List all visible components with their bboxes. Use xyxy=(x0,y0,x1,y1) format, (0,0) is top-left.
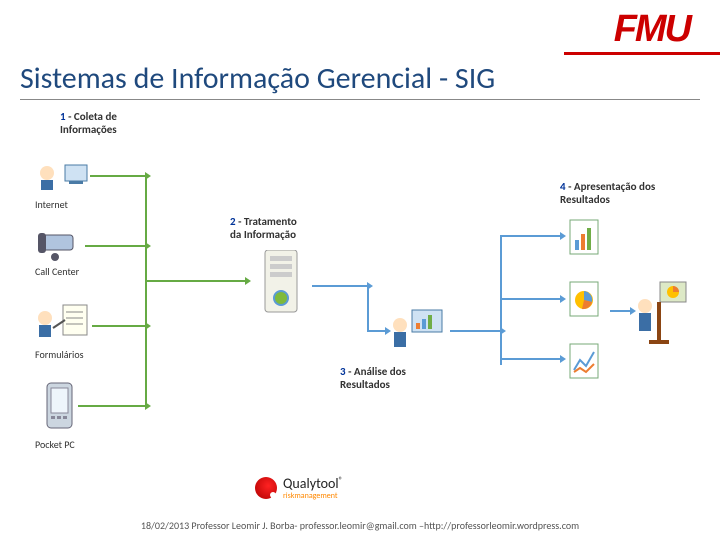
arrow-out1 xyxy=(500,235,560,237)
output-bus-line xyxy=(500,235,502,365)
arrow-to-analysis-v xyxy=(367,285,369,330)
arrow-internet xyxy=(90,175,145,177)
forms-label: Formulários xyxy=(35,348,84,361)
analysis-icon xyxy=(390,305,445,360)
step2-label: 2 - Tratamento da Informação xyxy=(230,215,297,241)
qualytool-icon xyxy=(255,477,277,499)
doc-line-icon xyxy=(568,342,602,382)
arrow-forms xyxy=(92,325,145,327)
arrow-from-analysis xyxy=(450,330,500,332)
footer-text: 18/02/2013 Professor Leomir J. Borba- pr… xyxy=(0,519,720,532)
qualytool-logo: Qualytool® riskmanagement xyxy=(255,475,343,500)
qualytool-brand: Qualytool xyxy=(283,475,339,492)
arrow-call xyxy=(85,245,145,247)
step3-label: 3 - Análise dos Resultados xyxy=(340,365,406,391)
arrow-presenter xyxy=(610,310,630,312)
doc-pie-icon xyxy=(568,280,602,320)
arrow-to-analysis-h xyxy=(312,285,367,287)
pda-label: Pocket PC xyxy=(35,438,75,451)
qualytool-tagline: riskmanagement xyxy=(283,492,343,500)
forms-icon xyxy=(35,300,90,345)
arrow-to-server xyxy=(145,280,245,282)
internet-label: Internet xyxy=(35,198,68,211)
arrow-out2 xyxy=(500,298,560,300)
callcenter-icon xyxy=(35,225,80,263)
server-icon xyxy=(255,250,310,328)
callcenter-label: Call Center xyxy=(35,265,79,278)
arrow-pda xyxy=(78,405,145,407)
presenter-icon xyxy=(635,280,690,350)
step4-label: 4 - Apresentação dos Resultados xyxy=(560,180,655,206)
arrow-out3 xyxy=(500,358,560,360)
doc-chart-icon xyxy=(568,218,602,258)
step1-label: 1 - Coleta de Informações xyxy=(60,110,117,136)
flow-diagram: 1 - Coleta de Informações 2 - Tratamento… xyxy=(20,100,700,500)
fmu-logo: FMU xyxy=(614,8,690,51)
pda-icon xyxy=(42,380,77,435)
src-bus-line xyxy=(145,175,147,405)
arrow-to-analysis-end xyxy=(367,330,385,332)
page-title: Sistemas de Informação Gerencial - SIG xyxy=(20,60,700,100)
internet-icon xyxy=(35,155,90,195)
